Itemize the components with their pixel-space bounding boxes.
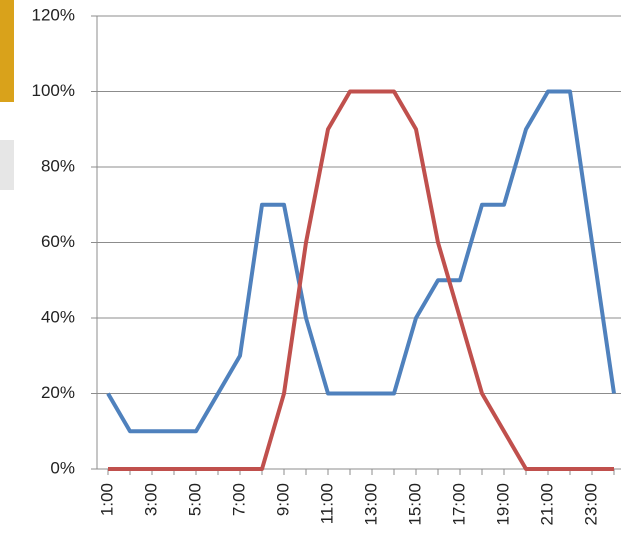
y-tick-label: 40% <box>41 307 75 326</box>
line-series <box>106 89 616 434</box>
x-tick-label: 15:00 <box>405 483 424 526</box>
line-series <box>108 89 614 471</box>
x-tick-label: 17:00 <box>449 483 468 526</box>
y-tick-label: 60% <box>41 232 75 251</box>
x-tick-label: 5:00 <box>185 483 204 516</box>
y-tick-label: 20% <box>41 383 75 402</box>
x-tick-label: 23:00 <box>581 483 600 526</box>
y-tick-label: 120% <box>32 5 75 24</box>
x-tick-label: 7:00 <box>229 483 248 516</box>
x-tick-label: 21:00 <box>537 483 556 526</box>
x-tick-label: 1:00 <box>97 483 116 516</box>
y-tick-label: 80% <box>41 156 75 175</box>
background-decor <box>0 140 14 190</box>
y-tick-label: 0% <box>50 458 75 477</box>
y-tick-label: 100% <box>32 81 75 100</box>
x-tick-label: 13:00 <box>361 483 380 526</box>
x-tick-label: 3:00 <box>141 483 160 516</box>
x-tick-label: 11:00 <box>317 483 336 524</box>
x-tick-label: 9:00 <box>273 483 292 516</box>
background-decor <box>0 0 14 102</box>
x-tick-label: 19:00 <box>493 483 512 526</box>
